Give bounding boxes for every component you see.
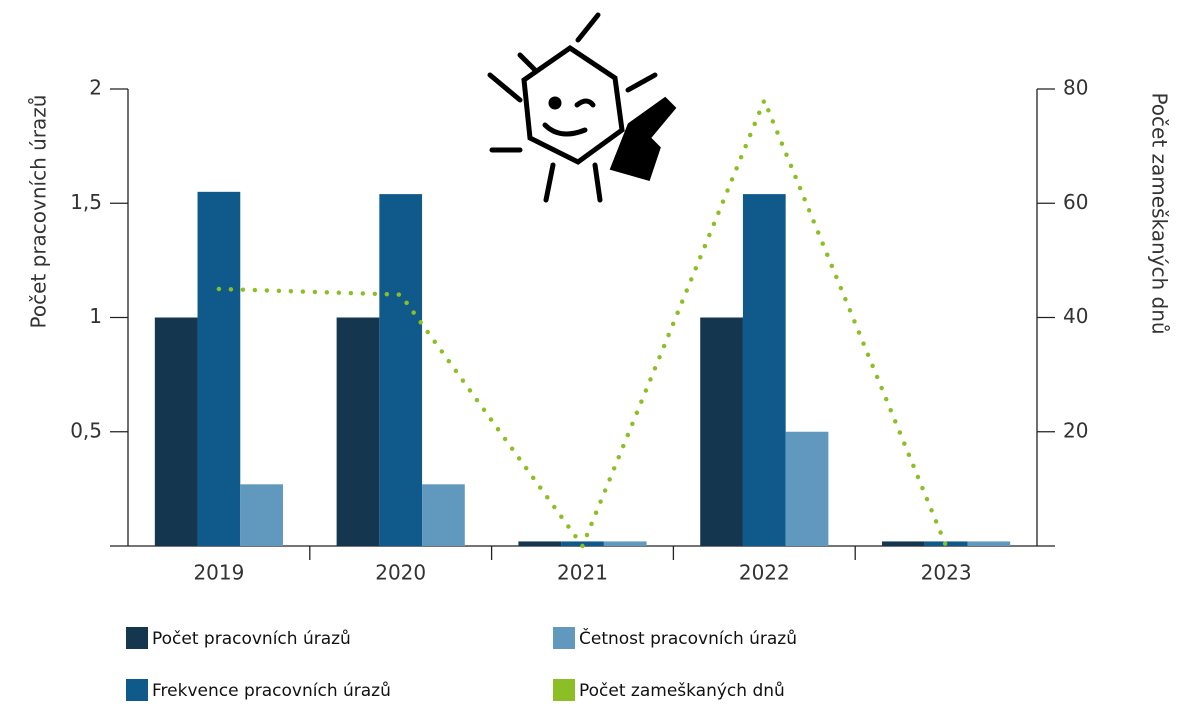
- y-tick-label: 1: [89, 304, 102, 328]
- y2-axis-label: Počet zameškaných dnů: [1148, 92, 1172, 334]
- bar: [518, 541, 561, 546]
- legend-swatch: [126, 627, 148, 649]
- bar: [379, 194, 422, 546]
- sun-illustration: [490, 15, 673, 200]
- y-axis-label: Počet pracovních úrazů: [27, 95, 51, 329]
- bar: [155, 318, 198, 547]
- bar: [743, 194, 786, 546]
- x-tick-label: 2019: [193, 561, 244, 585]
- y2-tick-label: 80: [1063, 76, 1088, 100]
- y-tick-label: 0,5: [70, 418, 102, 442]
- legend-swatch: [126, 679, 148, 701]
- legend-swatch: [553, 627, 575, 649]
- legend-label: Počet zameškaných dnů: [579, 681, 785, 701]
- x-tick-label: 2020: [375, 561, 426, 585]
- chart: 0,5 1 1,5 2 20 40 60 80 Počet pracovních úrazů Po…: [0, 0, 1198, 707]
- legend-swatch: [553, 679, 575, 701]
- x-tick-label: 2022: [739, 561, 790, 585]
- x-tick-label: 2021: [557, 561, 608, 585]
- bar: [337, 318, 380, 547]
- y-tick-label: 2: [89, 76, 102, 100]
- x-tick-label: 2023: [921, 561, 972, 585]
- bar: [604, 541, 647, 546]
- legend-label: Frekvence pracovních úrazů: [152, 681, 391, 701]
- bar: [786, 432, 829, 546]
- bar: [700, 318, 743, 547]
- bar: [240, 484, 283, 546]
- legend-label: Četnost pracovních úrazů: [579, 627, 797, 649]
- page: {"chart_data": {"type": "bar", "categori…: [0, 0, 1198, 707]
- y2-tick-label: 60: [1063, 190, 1088, 214]
- y2-tick-label: 40: [1063, 304, 1088, 328]
- bar: [967, 541, 1010, 546]
- line-series: [219, 100, 946, 546]
- bar: [422, 484, 465, 546]
- legend-label: Počet pracovních úrazů: [152, 629, 351, 649]
- bar: [882, 541, 925, 546]
- y2-tick-label: 20: [1063, 418, 1088, 442]
- y-tick-label: 1,5: [70, 190, 102, 214]
- bar: [198, 192, 241, 546]
